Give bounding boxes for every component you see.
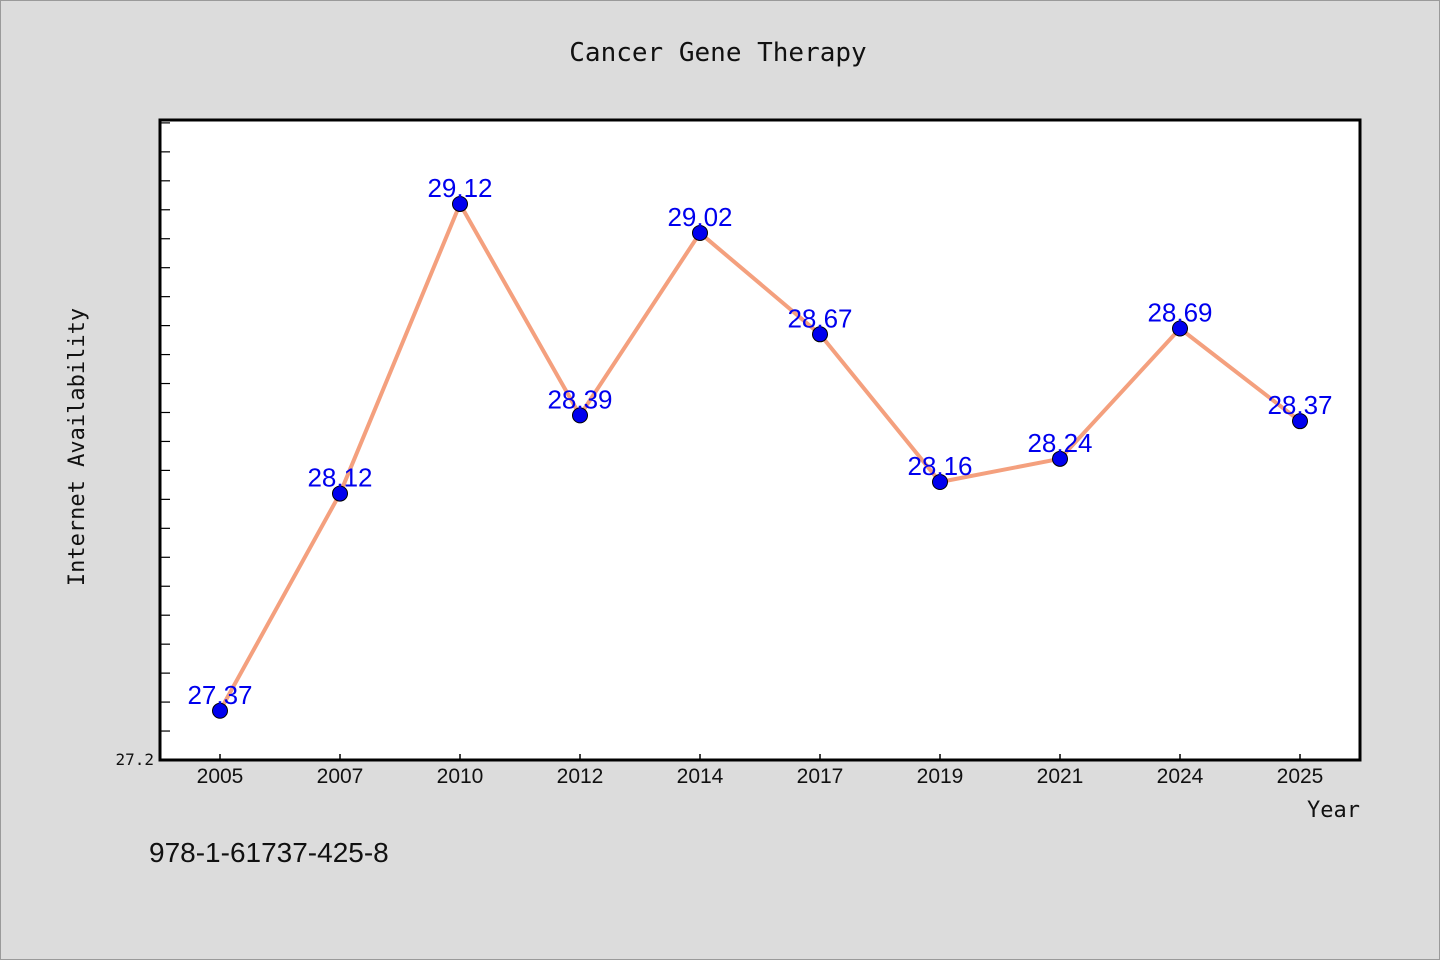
x-axis-label: Year [1307, 798, 1360, 823]
data-label: 29.12 [427, 173, 492, 203]
data-label: 28.67 [787, 303, 852, 333]
x-tick-label: 2012 [557, 765, 604, 788]
data-point [572, 407, 588, 424]
y-tick-label: 27.2 [115, 750, 154, 769]
chart-title: Cancer Gene Therapy [569, 38, 866, 68]
x-tick-label: 2024 [1157, 765, 1204, 788]
data-point [212, 702, 228, 719]
footer-isbn: 978-1-61737-425-8 [149, 837, 389, 868]
data-label: 28.24 [1027, 428, 1092, 458]
plot-area [158, 118, 1362, 762]
x-tick-label: 2014 [677, 765, 724, 788]
data-label: 28.39 [547, 384, 612, 414]
x-tick-label: 2005 [197, 765, 244, 788]
y-axis-label: Internet Availability [65, 308, 90, 586]
x-tick-label: 2007 [317, 765, 364, 788]
x-tick-label: 2017 [797, 765, 844, 788]
data-point [452, 195, 468, 212]
data-label: 29.02 [667, 202, 732, 232]
data-point [1172, 320, 1188, 337]
data-label: 28.12 [307, 463, 372, 493]
x-tick-label: 2025 [1277, 765, 1324, 788]
x-tick-label: 2010 [437, 765, 484, 788]
data-label: 28.69 [1147, 298, 1212, 328]
data-point [692, 224, 708, 241]
data-label: 28.16 [907, 451, 972, 481]
data-point [1292, 413, 1308, 430]
x-tick-label: 2021 [1037, 765, 1084, 788]
data-label: 27.37 [187, 680, 252, 710]
data-point [932, 473, 948, 490]
data-point [1052, 450, 1068, 467]
series-line [218, 201, 1302, 712]
data-point [332, 485, 348, 502]
data-label: 28.37 [1267, 390, 1332, 420]
data-point [812, 326, 828, 343]
x-tick-label: 2019 [917, 765, 964, 788]
